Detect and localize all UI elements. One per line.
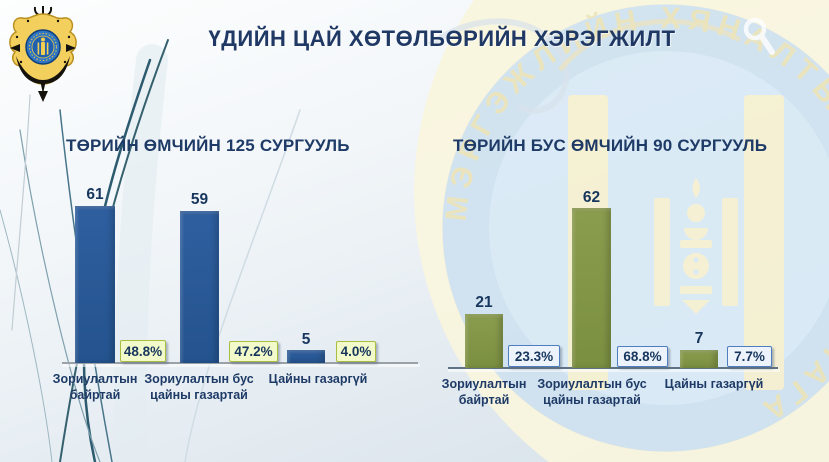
bar xyxy=(287,350,325,363)
badge-arrow xyxy=(38,80,48,102)
bar xyxy=(572,208,611,368)
bar-value-label: 5 xyxy=(301,330,311,348)
agency-logo xyxy=(9,6,77,102)
percent-badge: 4.0% xyxy=(336,341,376,362)
bar-value-label: 61 xyxy=(86,186,104,204)
soyombo-icon xyxy=(37,37,49,55)
percent-badge: 23.3% xyxy=(508,345,560,367)
category-label: Зориулалтын бус цайны газартай xyxy=(144,372,254,402)
soyombo-watermark-icon xyxy=(568,95,784,390)
bar xyxy=(180,210,219,363)
category-label: Цайны газаргүй xyxy=(268,372,368,386)
bar-group: 61 xyxy=(75,187,115,363)
badge-wings xyxy=(10,19,76,64)
chart-title-state: ТӨРИЙН ӨМЧИЙН 125 СУРГУУЛЬ xyxy=(66,136,350,155)
bar-group: 62 xyxy=(572,188,611,368)
chart-baseline xyxy=(448,367,780,372)
bar-value-label: 62 xyxy=(582,188,601,206)
bar-group: 7 xyxy=(680,331,718,368)
category-label: Зориулалтын байртай xyxy=(52,372,138,402)
bar-value-label: 21 xyxy=(475,294,493,312)
bar-group: 5 xyxy=(287,332,325,363)
percent-badge: 68.8% xyxy=(617,346,668,367)
category-label: Зориулалтын бус цайны газартай xyxy=(537,377,647,407)
bar xyxy=(680,349,718,368)
percent-badge: 48.8% xyxy=(120,340,166,362)
percent-badge: 7.7% xyxy=(727,346,772,367)
chart-baseline xyxy=(62,362,420,367)
percent-badge: 47.2% xyxy=(229,341,278,362)
slide-title: ҮДИЙН ЦАЙ ХӨТӨЛБӨРИЙН ХЭРЭГЖИЛТ xyxy=(208,26,676,51)
badge-mustache xyxy=(16,56,70,84)
bar-group: 21 xyxy=(465,295,503,368)
bar-group: 59 xyxy=(180,192,219,363)
magnifier-icon xyxy=(743,17,775,55)
bar-value-label: 59 xyxy=(190,191,209,209)
category-label: Зориулалтын байртай xyxy=(441,377,527,407)
chart-title-nonstate: ТӨРИЙН БУС ӨМЧИЙН 90 СУРГУУЛЬ xyxy=(453,136,768,155)
bar xyxy=(75,205,115,363)
bar-value-label: 7 xyxy=(694,330,704,348)
bar xyxy=(465,313,503,368)
category-label: Цайны газаргүй xyxy=(664,377,764,391)
